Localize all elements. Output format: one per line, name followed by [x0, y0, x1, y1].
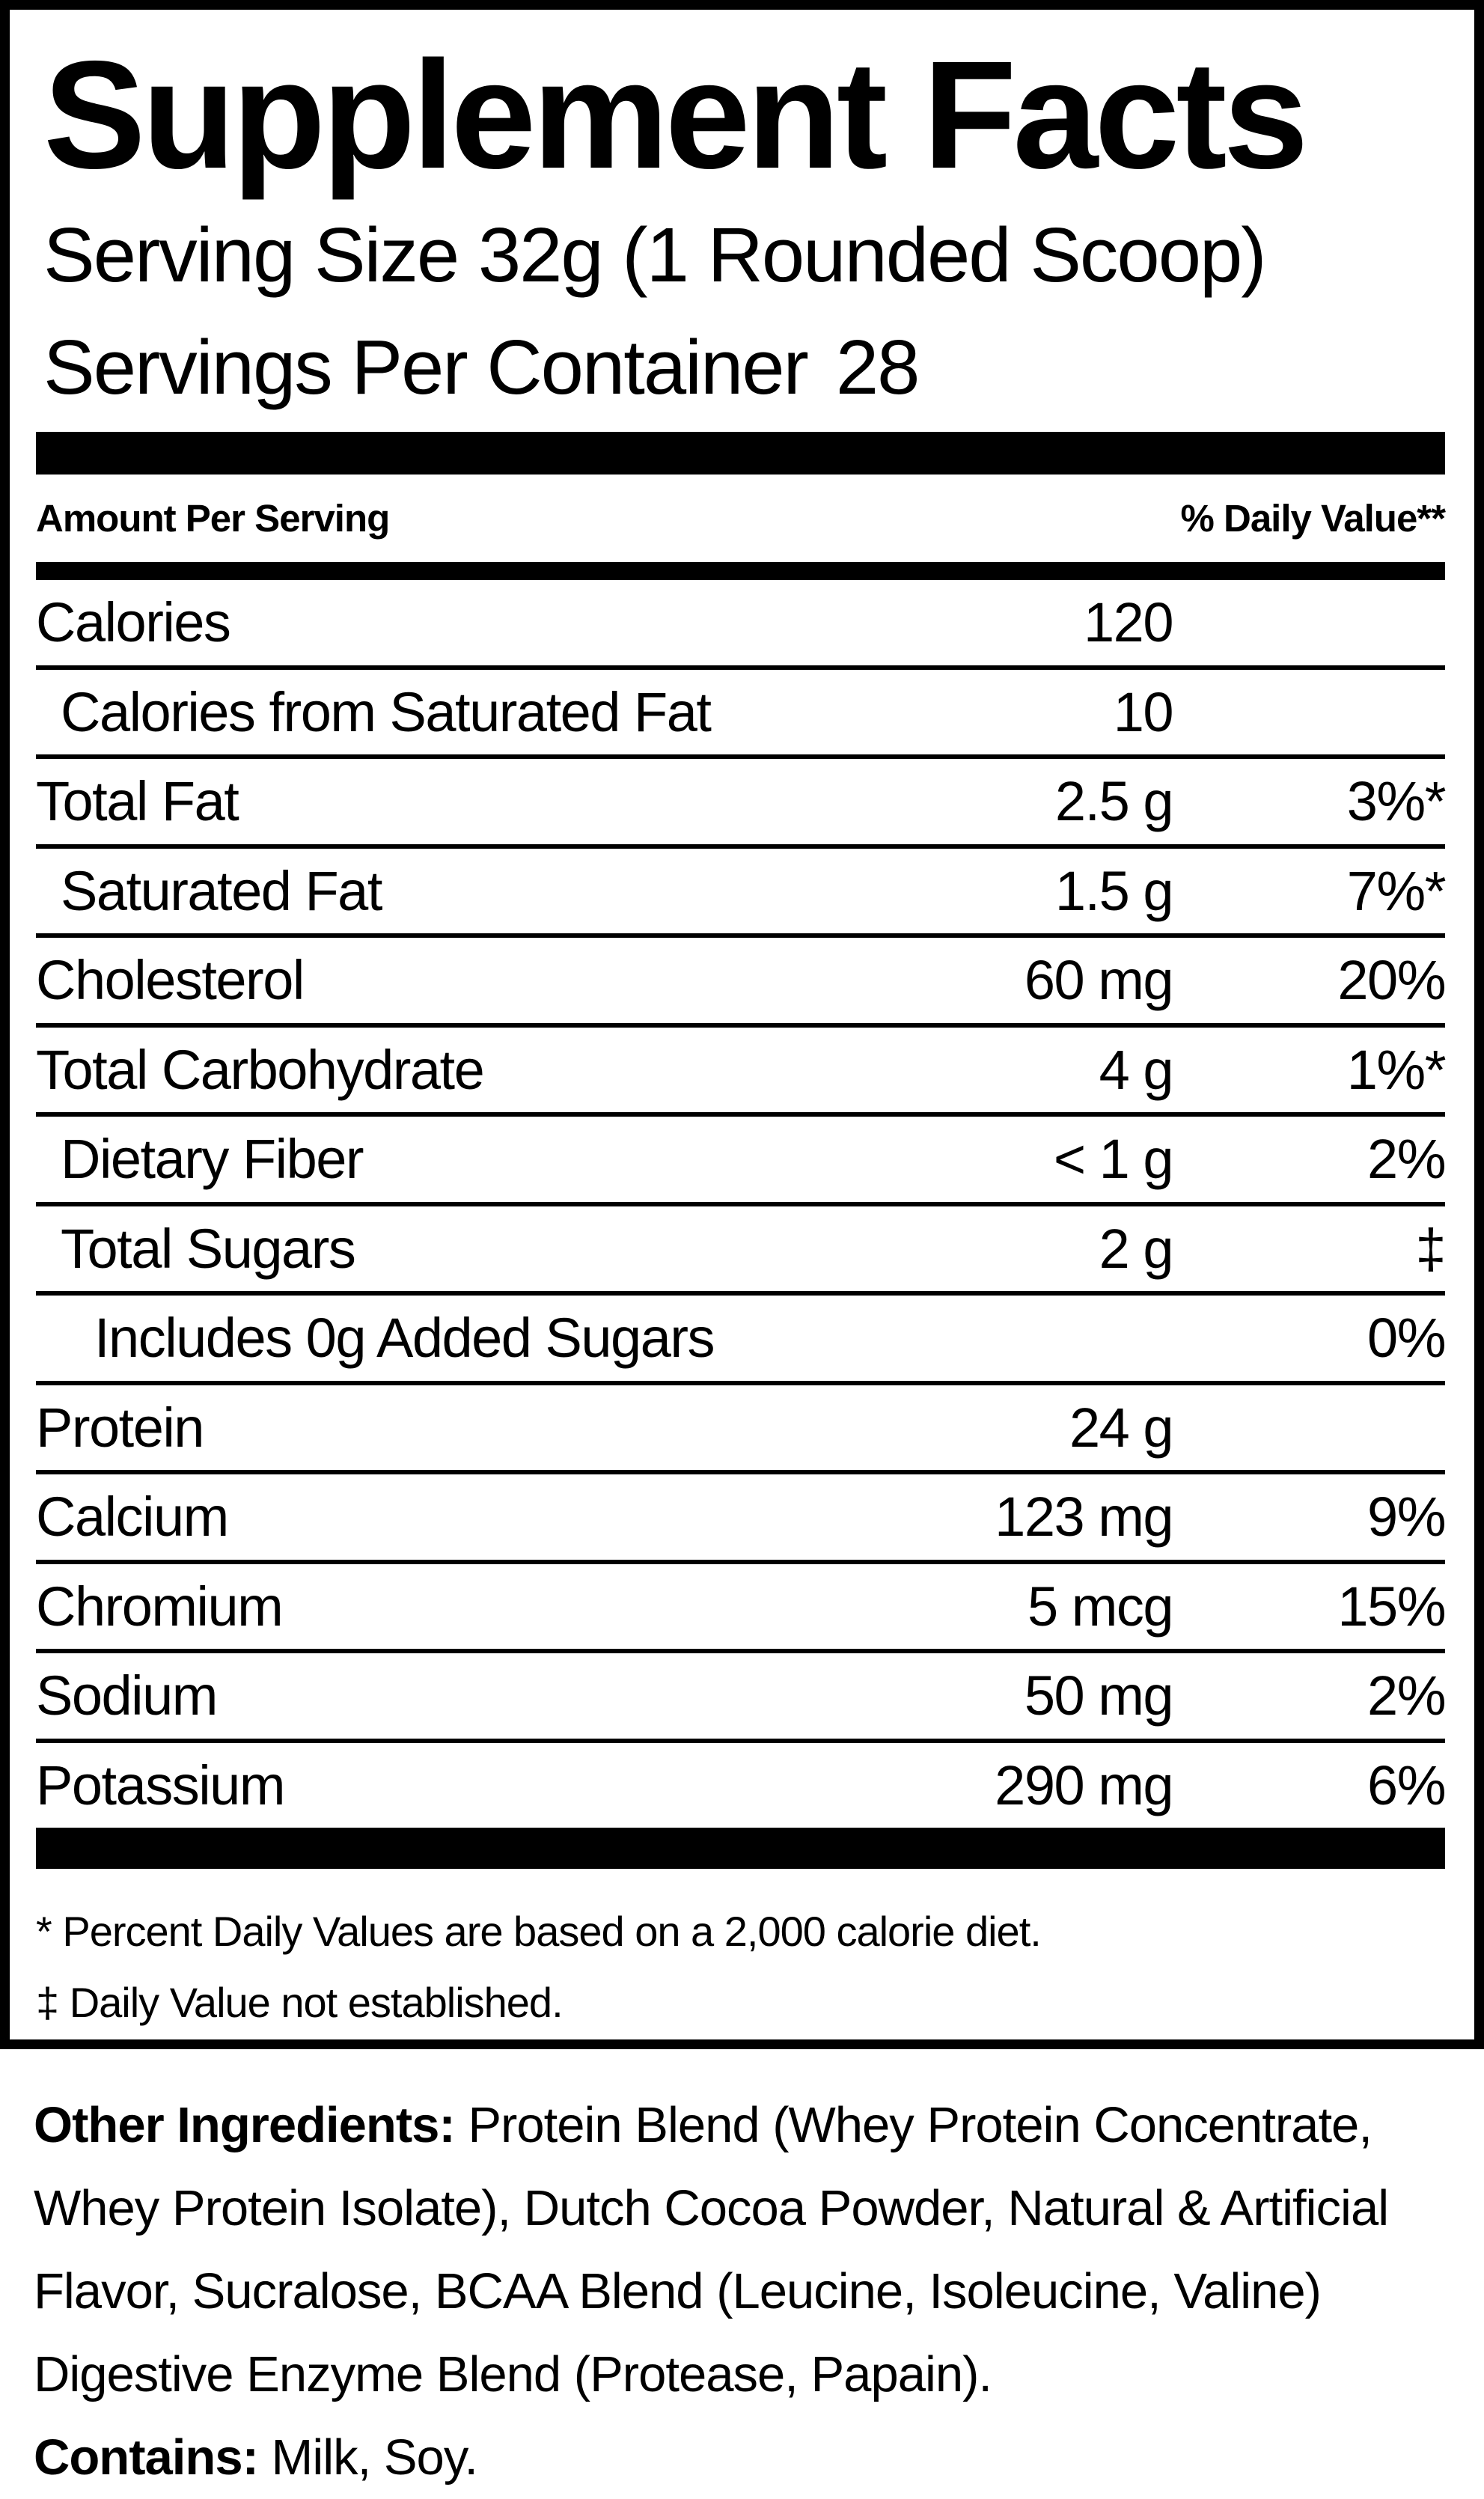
nutrient-row: Cholesterol 60 mg 20%	[36, 938, 1447, 1028]
panel-title: Supplement Facts	[43, 29, 1309, 201]
servings-per-container-label: Servings Per Container	[43, 324, 809, 410]
nutrient-amount: 290 mg	[995, 1754, 1173, 1816]
nutrient-name: Total Carbohydrate	[36, 1038, 485, 1101]
top-thick-rule	[36, 432, 1445, 475]
nutrient-daily-value: 3%*	[1346, 770, 1447, 833]
footnote-dv-not-established: ‡ Daily Value not established.	[36, 1979, 564, 2026]
nutrient-amount: 4 g	[1099, 1038, 1174, 1101]
nutrient-amount: 60 mg	[1024, 949, 1174, 1012]
ingredient-statements: Other Ingredients: Protein Blend (Whey P…	[0, 2049, 1484, 2499]
nutrient-daily-value: 9%	[1367, 1486, 1446, 1548]
nutrient-name: Protein	[36, 1396, 204, 1459]
daily-value-header: % Daily Value**	[1180, 497, 1446, 540]
nutrient-row: Sodium 50 mg 2%	[36, 1653, 1447, 1743]
nutrient-daily-value: 2%	[1367, 1128, 1446, 1191]
nutrient-amount: 10	[1113, 680, 1174, 743]
bottom-thick-rule	[36, 1828, 1445, 1869]
nutrient-name: Calories	[36, 591, 231, 654]
nutrient-row: Total Fat 2.5 g 3%*	[36, 759, 1447, 849]
footnote-percent-dv: * Percent Daily Values are based on a 2,…	[36, 1908, 1042, 1955]
servings-per-container-line: Servings Per Container 28	[36, 311, 1445, 424]
nutrient-name: Calcium	[36, 1486, 229, 1548]
nutrient-row: Potassium 290 mg 6%	[36, 1743, 1447, 1828]
serving-size-line: Serving Size 32g (1 Rounded Scoop)	[43, 212, 1267, 298]
nutrient-daily-value: 0%	[1367, 1307, 1446, 1370]
nutrient-amount: 24 g	[1069, 1396, 1174, 1459]
nutrient-row: Total Sugars 2 g ‡	[36, 1206, 1447, 1296]
nutrient-amount: 123 mg	[995, 1486, 1173, 1548]
nutrient-daily-value: 2%	[1367, 1665, 1446, 1727]
nutrient-row: Chromium 5 mcg 15%	[36, 1564, 1447, 1653]
nutrient-name: Potassium	[36, 1754, 285, 1816]
column-header-row: Amount Per Serving % Daily Value**	[36, 475, 1446, 562]
nutrient-daily-value: 6%	[1367, 1754, 1446, 1816]
servings-per-container-value: 28	[835, 324, 920, 410]
contains-label: Contains:	[34, 2429, 259, 2486]
contains-paragraph: Contains: Milk, Soy.	[34, 2416, 1447, 2499]
nutrient-daily-value: 20%	[1337, 949, 1446, 1012]
supplement-facts-content: Supplement Facts Serving Size 32g (1 Rou…	[10, 31, 1474, 2038]
nutrient-daily-value: 7%*	[1346, 859, 1447, 922]
footnotes: * Percent Daily Values are based on a 2,…	[36, 1896, 1445, 2038]
nutrient-amount: 50 mg	[1024, 1665, 1174, 1727]
nutrient-name: Sodium	[36, 1665, 218, 1727]
nutrient-row: Dietary Fiber < 1 g 2%	[36, 1117, 1447, 1206]
nutrient-amount: < 1 g	[1053, 1128, 1174, 1191]
amount-per-serving-header: Amount Per Serving	[36, 497, 390, 540]
supplement-facts-panel: Supplement Facts Serving Size 32g (1 Rou…	[0, 0, 1484, 2049]
other-ingredients-paragraph: Other Ingredients: Protein Blend (Whey P…	[34, 2084, 1447, 2416]
other-ingredients-text: Protein Blend (Whey Protein Concentrate,…	[34, 2097, 1389, 2402]
nutrient-daily-value: ‡	[1415, 1217, 1446, 1280]
nutrient-name: Includes 0g Added Sugars	[94, 1307, 715, 1370]
nutrient-row: Calories 120	[36, 580, 1445, 670]
nutrient-row: Includes 0g Added Sugars 0%	[36, 1296, 1447, 1385]
nutrient-row: Total Carbohydrate 4 g 1%*	[36, 1028, 1447, 1117]
nutrient-row: Calcium 123 mg 9%	[36, 1474, 1447, 1564]
nutrient-amount: 2.5 g	[1054, 770, 1174, 833]
nutrient-row: Calories from Saturated Fat 10	[36, 670, 1445, 759]
nutrient-amount: 1.5 g	[1054, 859, 1174, 922]
nutrient-amount: 2 g	[1099, 1217, 1174, 1280]
nutrient-amount: 5 mcg	[1027, 1575, 1174, 1638]
contains-text: Milk, Soy.	[257, 2429, 478, 2486]
nutrient-name: Cholesterol	[36, 949, 305, 1012]
nutrient-name: Total Sugars	[61, 1217, 356, 1280]
nutrient-name: Total Fat	[36, 770, 239, 833]
nutrient-row: Protein 24 g	[36, 1385, 1445, 1474]
nutrient-name: Calories from Saturated Fat	[61, 680, 712, 743]
nutrient-name: Saturated Fat	[61, 859, 382, 922]
nutrient-amount: 120	[1084, 591, 1173, 654]
header-divider-rule	[36, 562, 1445, 580]
nutrient-row: Saturated Fat 1.5 g 7%*	[36, 849, 1447, 938]
other-ingredients-label: Other Ingredients:	[34, 2097, 456, 2153]
nutrient-name: Dietary Fiber	[61, 1128, 364, 1191]
nutrient-daily-value: 15%	[1337, 1575, 1446, 1638]
nutrient-rows: Calories 120 Calories from Saturated Fat…	[36, 580, 1447, 1828]
nutrient-name: Chromium	[36, 1575, 284, 1638]
nutrient-daily-value: 1%*	[1346, 1038, 1447, 1101]
